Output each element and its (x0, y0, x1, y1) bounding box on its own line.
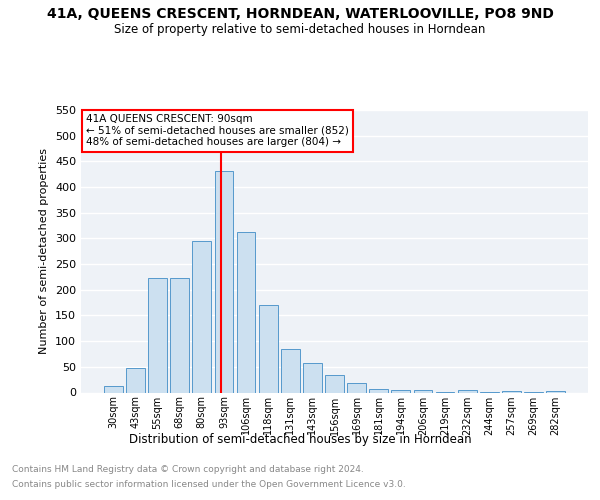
Y-axis label: Number of semi-detached properties: Number of semi-detached properties (40, 148, 49, 354)
Bar (303, 363, 322, 392)
Bar (126, 368, 145, 392)
Bar (458, 390, 476, 392)
Bar (259, 305, 278, 392)
Text: Contains HM Land Registry data © Crown copyright and database right 2024.: Contains HM Land Registry data © Crown c… (12, 465, 364, 474)
Bar (370, 390, 388, 392)
Bar (413, 390, 433, 392)
Text: 41A, QUEENS CRESCENT, HORNDEAN, WATERLOOVILLE, PO8 9ND: 41A, QUEENS CRESCENT, HORNDEAN, WATERLOO… (47, 8, 553, 22)
Bar (546, 391, 565, 392)
Text: Contains public sector information licensed under the Open Government Licence v3: Contains public sector information licen… (12, 480, 406, 489)
Text: Size of property relative to semi-detached houses in Horndean: Size of property relative to semi-detach… (115, 22, 485, 36)
Bar (325, 375, 344, 392)
Bar (281, 350, 299, 393)
Bar (193, 241, 211, 392)
Bar (215, 170, 233, 392)
Text: Distribution of semi-detached houses by size in Horndean: Distribution of semi-detached houses by … (128, 432, 472, 446)
Bar (104, 386, 123, 392)
Bar (502, 391, 521, 392)
Bar (148, 278, 167, 392)
Bar (347, 384, 366, 392)
Bar (391, 390, 410, 392)
Bar (236, 232, 256, 392)
Text: 41A QUEENS CRESCENT: 90sqm
← 51% of semi-detached houses are smaller (852)
48% o: 41A QUEENS CRESCENT: 90sqm ← 51% of semi… (86, 114, 349, 148)
Bar (170, 278, 189, 392)
